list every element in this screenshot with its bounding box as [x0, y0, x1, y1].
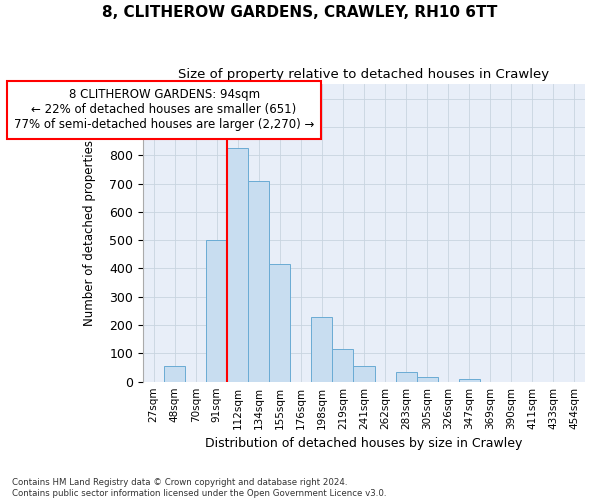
- Bar: [248, 180, 269, 382]
- Bar: [353, 366, 374, 382]
- Bar: [269, 264, 290, 382]
- Bar: [227, 148, 248, 382]
- Text: 8, CLITHEROW GARDENS, CRAWLEY, RH10 6TT: 8, CLITHEROW GARDENS, CRAWLEY, RH10 6TT: [103, 5, 497, 20]
- Bar: [416, 378, 437, 382]
- X-axis label: Distribution of detached houses by size in Crawley: Distribution of detached houses by size …: [205, 437, 523, 450]
- Text: Contains HM Land Registry data © Crown copyright and database right 2024.
Contai: Contains HM Land Registry data © Crown c…: [12, 478, 386, 498]
- Title: Size of property relative to detached houses in Crawley: Size of property relative to detached ho…: [178, 68, 550, 80]
- Bar: [332, 349, 353, 382]
- Text: 8 CLITHEROW GARDENS: 94sqm
← 22% of detached houses are smaller (651)
77% of sem: 8 CLITHEROW GARDENS: 94sqm ← 22% of deta…: [14, 88, 314, 132]
- Bar: [311, 316, 332, 382]
- Bar: [459, 379, 480, 382]
- Bar: [395, 372, 416, 382]
- Bar: [164, 366, 185, 382]
- Bar: [206, 240, 227, 382]
- Y-axis label: Number of detached properties: Number of detached properties: [83, 140, 96, 326]
